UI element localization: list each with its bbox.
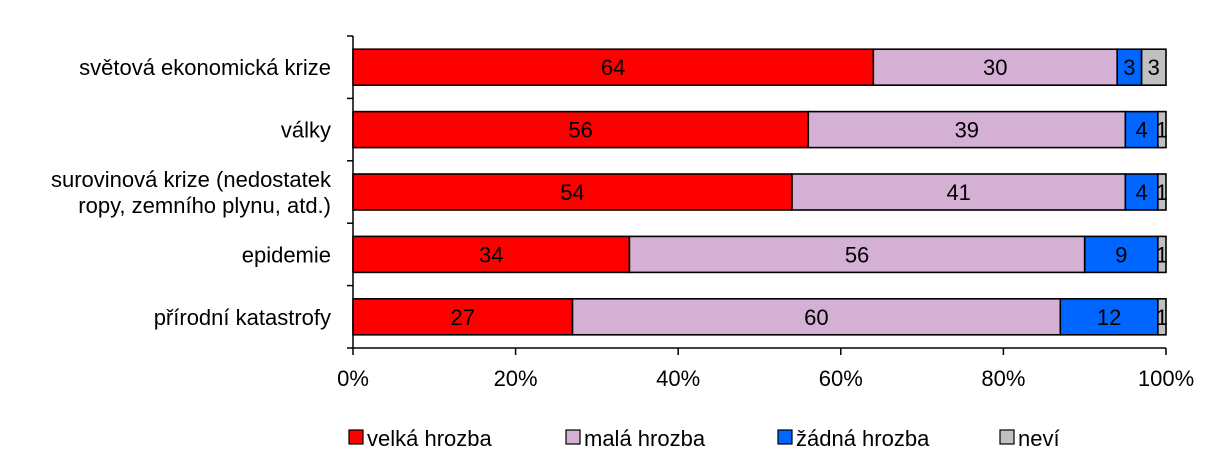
x-tick-label: 100% bbox=[1138, 366, 1194, 391]
bar-segment bbox=[1124, 173, 1159, 211]
data-label: 56 bbox=[845, 242, 869, 267]
legend-swatch bbox=[999, 429, 1015, 445]
bar-segment bbox=[791, 173, 1127, 211]
data-label: 3 bbox=[1148, 55, 1160, 80]
data-label: 1 bbox=[1156, 180, 1168, 205]
data-label: 1 bbox=[1156, 305, 1168, 330]
data-label: 41 bbox=[946, 180, 970, 205]
legend-label: velká hrozba bbox=[367, 426, 493, 451]
legend-swatch bbox=[777, 429, 793, 445]
bar-segment bbox=[1083, 235, 1159, 274]
data-label: 27 bbox=[451, 305, 475, 330]
bar-segment bbox=[352, 110, 810, 149]
data-label: 1 bbox=[1156, 118, 1168, 143]
data-label: 3 bbox=[1123, 55, 1135, 80]
data-label: 12 bbox=[1097, 305, 1121, 330]
bar-segment bbox=[1124, 110, 1159, 149]
category-label: světová ekonomická krize bbox=[79, 55, 331, 80]
bar-segment bbox=[1157, 173, 1167, 211]
data-label: 64 bbox=[601, 55, 625, 80]
bar-segment bbox=[571, 297, 1062, 336]
bar-segment bbox=[1157, 235, 1167, 274]
x-tick-label: 60% bbox=[819, 366, 863, 391]
category-label: epidemie bbox=[242, 242, 331, 267]
data-label: 1 bbox=[1156, 242, 1168, 267]
category-label: přírodní katastrofy bbox=[154, 305, 331, 330]
bar-segment bbox=[352, 235, 631, 274]
data-label: 54 bbox=[560, 180, 584, 205]
bar-segment bbox=[1157, 110, 1167, 149]
data-label: 4 bbox=[1135, 118, 1147, 143]
x-tick-label: 40% bbox=[656, 366, 700, 391]
x-tick-label: 20% bbox=[494, 366, 538, 391]
bar-segment bbox=[1059, 297, 1159, 336]
data-label: 30 bbox=[983, 55, 1007, 80]
data-label: 60 bbox=[804, 305, 828, 330]
legend-label: žádná hrozba bbox=[796, 426, 930, 451]
legend-swatch bbox=[348, 429, 364, 445]
data-label: 4 bbox=[1135, 180, 1147, 205]
legend-label: neví bbox=[1018, 426, 1060, 451]
bar-segment bbox=[352, 48, 875, 87]
bar-segment bbox=[872, 48, 1119, 87]
bar-segment bbox=[807, 110, 1127, 149]
x-tick-label: 80% bbox=[981, 366, 1025, 391]
legend-swatch bbox=[565, 429, 581, 445]
data-label: 39 bbox=[955, 118, 979, 143]
category-label: války bbox=[281, 118, 331, 143]
bar-segment bbox=[628, 235, 1086, 274]
legend-label: malá hrozba bbox=[584, 426, 706, 451]
data-label: 9 bbox=[1115, 242, 1127, 267]
bar-segment bbox=[1140, 48, 1167, 87]
bar-segment bbox=[352, 297, 574, 336]
bar-segment bbox=[1157, 297, 1167, 336]
data-label: 34 bbox=[479, 242, 503, 267]
category-label: surovinová krize (nedostatek ropy, zemníh… bbox=[51, 167, 332, 218]
x-tick-label: 0% bbox=[337, 366, 369, 391]
data-label: 56 bbox=[568, 118, 592, 143]
